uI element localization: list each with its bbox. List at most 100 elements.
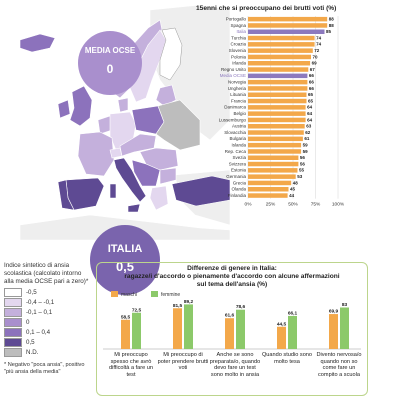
value-label: 65 [308, 98, 314, 103]
legend-swatch [4, 297, 22, 307]
bar [248, 168, 298, 173]
legend-item: 0,1 – 0,4 [4, 327, 92, 337]
legend-swatch [4, 337, 22, 347]
category-label: Quando studio sono molto tesa [261, 352, 313, 365]
bar-maschi [225, 318, 234, 349]
value-label: 63 [306, 124, 312, 129]
value-label: 56 [300, 161, 306, 166]
x-tick-label: 75% [311, 202, 321, 208]
map-belarus-ukraine [155, 99, 201, 151]
map-portugal [57, 179, 75, 211]
category-label: Irlanda [232, 61, 246, 66]
bar-maschi [329, 314, 338, 349]
category-label: Croazia [230, 42, 246, 47]
category-label: Francia [231, 98, 247, 103]
bar-value-label: 72,5 [132, 307, 142, 313]
legend-label: -0,5 [26, 288, 37, 296]
legend-swatch [4, 317, 22, 327]
map-ireland [57, 99, 71, 119]
bar [248, 67, 309, 72]
bar [248, 42, 315, 47]
bar [248, 130, 304, 135]
bar-value-label: 81,5 [173, 303, 183, 309]
category-label: Turchia [231, 35, 246, 40]
category-label: Anche se sono preparata/o, quando devo f… [209, 352, 261, 378]
value-label: 72 [314, 48, 320, 53]
category-label: Svizzera [229, 161, 247, 166]
category-label: Mi preoccupo spesso che avrò difficoltà … [108, 352, 154, 378]
map-turkey [171, 175, 230, 207]
x-tick-label: 25% [266, 202, 276, 208]
category-label: Grecia [233, 180, 247, 185]
series-legend-swatch [151, 291, 158, 297]
legend-swatch [4, 327, 22, 337]
category-label: Svezia [232, 155, 246, 160]
series-legend-swatch [111, 291, 118, 297]
bar [248, 86, 308, 91]
worry-grades-bar-chart: 0% 25% 50% 75% 100% Portogallo 88 Spagna 88 Itali… [219, 16, 345, 208]
bar-femmine [184, 304, 193, 349]
map-iceland [19, 33, 56, 53]
value-label: 70 [313, 54, 319, 59]
category-label: Divento nervosa/o quando non so come far… [316, 352, 362, 378]
ocse-circle-value: 0 [106, 62, 114, 76]
italia-circle-title: ITALIA [107, 243, 143, 255]
map-uk [69, 85, 93, 127]
bar [248, 105, 306, 110]
map-switzerland [109, 147, 123, 159]
value-label: 59 [303, 149, 309, 154]
category-label: Portogallo [226, 17, 247, 22]
value-label: 74 [316, 35, 322, 40]
value-label: 59 [303, 143, 309, 148]
map-sardinia [109, 183, 117, 199]
map-denmark [117, 97, 129, 113]
legend-item: N.D. [4, 347, 92, 357]
legend-label: 0 [26, 318, 30, 326]
map-italy [113, 157, 147, 203]
category-label: Ungheria [228, 86, 247, 91]
bar-chart-title: 15enni che si preoccupano dei brutti vot… [196, 5, 337, 12]
gender-chart-subtitle-line2: sul tema dell'ansia (%) [196, 281, 268, 288]
category-label: Regno Unito [221, 67, 247, 72]
category-label: Islanda [231, 143, 246, 148]
value-label: 88 [329, 17, 335, 22]
bar [248, 35, 315, 41]
category-label: Olanda [231, 187, 246, 192]
bar [248, 29, 325, 34]
value-label: 64 [307, 117, 313, 122]
bar-femmine [236, 309, 245, 349]
value-label: 69 [312, 61, 318, 66]
legend-label: -0,4 – -0,1 [26, 298, 55, 306]
bar [248, 155, 299, 160]
value-label: 45 [290, 187, 296, 192]
value-label: 85 [326, 29, 332, 34]
bar [248, 193, 288, 198]
category-label: Finlandia [228, 193, 247, 198]
category-label: Rep. Ceca [225, 149, 247, 154]
bar [248, 79, 308, 85]
gender-bar-chart: maschi femmine 58,572,5 81,589,2 61,678,6 44,… [103, 291, 361, 350]
category-label: Polonia [231, 54, 247, 59]
bar-maschi [121, 319, 130, 349]
map-sicily [127, 203, 141, 213]
category-label: Norvegia [228, 80, 247, 85]
legend-swatch [4, 347, 22, 357]
x-tick-label: 0% [245, 202, 253, 208]
legend-swatch [4, 287, 22, 297]
category-label: Estonia [231, 168, 247, 173]
value-label: 74 [316, 42, 322, 47]
value-label: 64 [307, 105, 313, 110]
bar [248, 124, 305, 129]
legend-item: 0 [4, 317, 92, 327]
series-legend-label: maschi [121, 292, 137, 298]
category-label: Slovacchia [224, 130, 246, 135]
legend-title: Indice sintetico di ansia scolastica (ca… [4, 262, 89, 285]
category-label: Media OCSE [220, 73, 246, 78]
bar [248, 98, 307, 104]
x-tick-label: 50% [288, 202, 298, 208]
legend-note: * Negativo "poca ansia", positivo "più a… [4, 362, 85, 375]
value-label: 66 [309, 80, 315, 85]
bar-value-label: 78,6 [236, 304, 246, 310]
value-label: 48 [293, 180, 299, 185]
legend-item: -0,5 [4, 287, 92, 297]
